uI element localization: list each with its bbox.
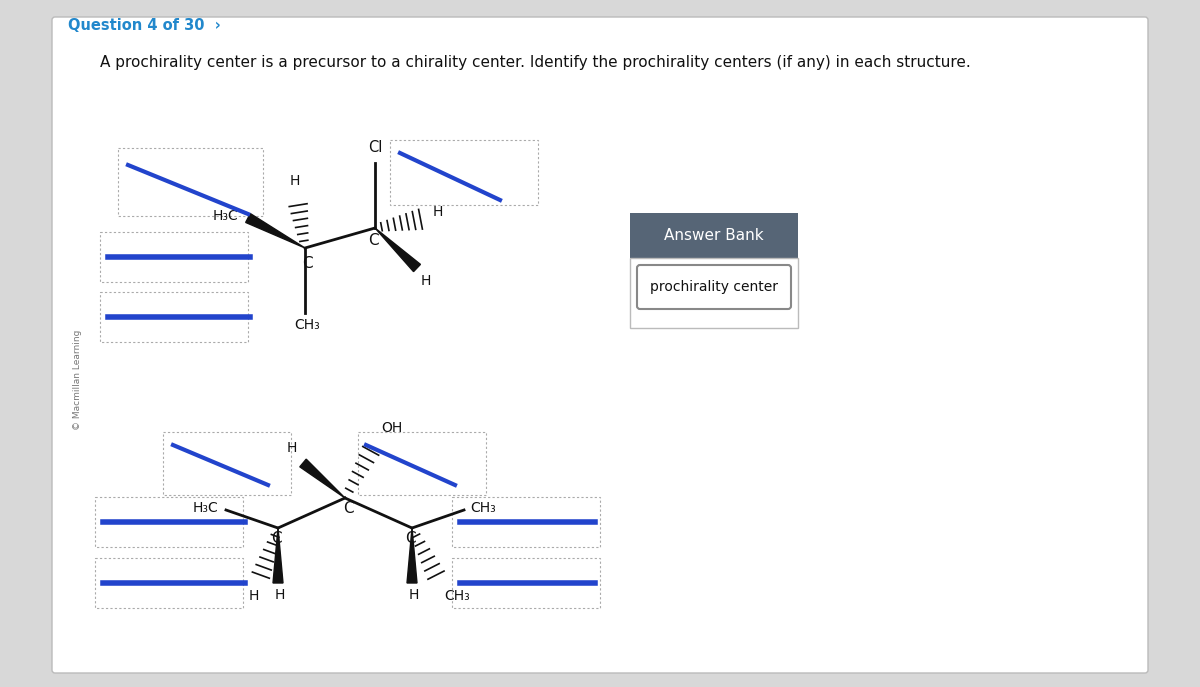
Text: H: H xyxy=(248,589,259,603)
Bar xyxy=(100,232,248,282)
Bar xyxy=(452,558,600,608)
Text: Answer Bank: Answer Bank xyxy=(664,227,764,243)
Polygon shape xyxy=(374,228,420,271)
Bar xyxy=(118,148,263,216)
Text: H₃C: H₃C xyxy=(192,501,218,515)
Bar xyxy=(95,558,242,608)
Text: CH₃: CH₃ xyxy=(294,318,320,332)
Polygon shape xyxy=(407,528,418,583)
Polygon shape xyxy=(246,214,305,248)
Text: CH₃: CH₃ xyxy=(470,501,496,515)
Text: C: C xyxy=(301,256,312,271)
Bar xyxy=(95,497,242,547)
Text: H: H xyxy=(287,441,298,455)
Text: H: H xyxy=(290,174,300,188)
Bar xyxy=(163,432,292,495)
Bar xyxy=(358,432,486,495)
Text: H: H xyxy=(421,274,431,288)
Text: H: H xyxy=(275,588,286,602)
Text: H: H xyxy=(409,588,419,602)
Text: C: C xyxy=(343,501,353,516)
Polygon shape xyxy=(300,459,346,498)
Bar xyxy=(100,292,248,342)
FancyBboxPatch shape xyxy=(637,265,791,309)
Text: Question 4 of 30  ›: Question 4 of 30 › xyxy=(68,18,221,33)
Text: OH: OH xyxy=(382,421,402,435)
Bar xyxy=(630,258,798,328)
Text: H: H xyxy=(433,205,443,219)
Text: H₃C: H₃C xyxy=(212,209,238,223)
Bar xyxy=(630,213,798,258)
Text: © Macmillan Learning: © Macmillan Learning xyxy=(72,330,82,430)
Bar xyxy=(390,140,538,205)
Text: A prochirality center is a precursor to a chirality center. Identify the prochir: A prochirality center is a precursor to … xyxy=(100,55,971,70)
Text: C: C xyxy=(367,233,378,248)
Polygon shape xyxy=(274,528,283,583)
Text: C: C xyxy=(271,531,281,546)
Bar xyxy=(452,497,600,547)
Text: Cl: Cl xyxy=(368,140,382,155)
Text: C: C xyxy=(404,531,415,546)
Text: CH₃: CH₃ xyxy=(444,589,469,603)
FancyBboxPatch shape xyxy=(52,17,1148,673)
Text: prochirality center: prochirality center xyxy=(650,280,778,294)
